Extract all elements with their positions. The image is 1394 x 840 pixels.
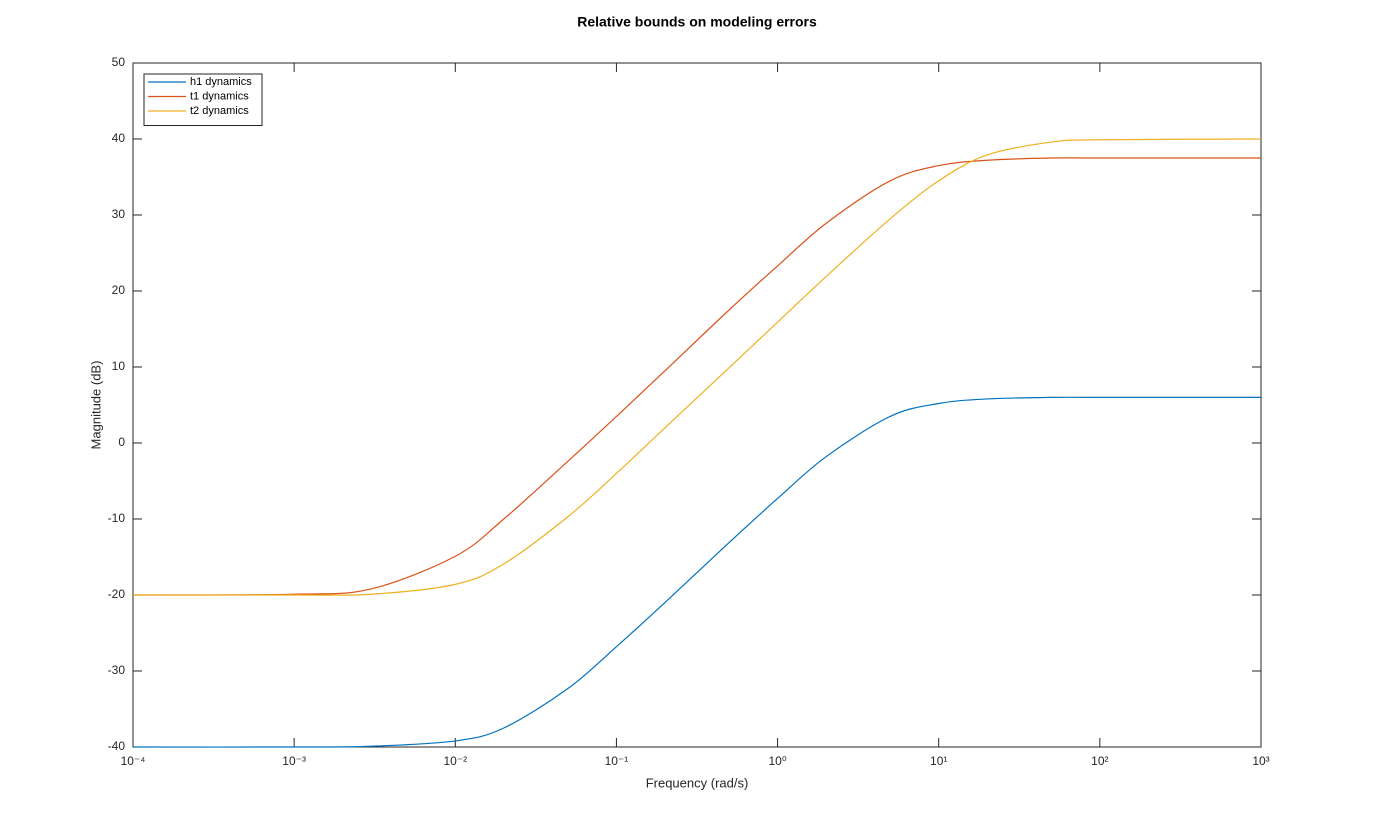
series-line	[132, 157, 1261, 596]
x-axis-label: Frequency (rad/s)	[646, 775, 749, 790]
y-axis-label: Magnitude (dB)	[88, 361, 103, 450]
legend: h1 dynamics t1 dynamics t2 dynamics	[143, 73, 263, 126]
x-tick-label: 10⁻⁴	[121, 754, 146, 768]
plot-area	[132, 62, 1262, 748]
y-tick-label: 0	[118, 435, 125, 449]
x-tick-label: 10¹	[930, 754, 947, 768]
x-tick-label: 10³	[1252, 754, 1269, 768]
y-tick-label: 50	[112, 55, 126, 69]
x-tick-label: 10⁻²	[443, 754, 467, 768]
y-tick-label: -20	[108, 587, 126, 601]
legend-label: h1 dynamics	[190, 76, 252, 88]
legend-label: t2 dynamics	[190, 105, 249, 117]
y-tick-label: 30	[112, 207, 126, 221]
series-line	[132, 396, 1261, 748]
x-tick-label: 10⁻³	[282, 754, 306, 768]
x-tick-label: 10⁰	[768, 754, 786, 768]
x-tick-label: 10²	[1091, 754, 1108, 768]
y-tick-label: -30	[108, 663, 126, 677]
y-tick-label: -40	[108, 739, 126, 753]
legend-label: t1 dynamics	[190, 90, 249, 102]
y-tick-label: 40	[112, 131, 126, 145]
chart-title: Relative bounds on modeling errors	[577, 14, 817, 30]
x-tick-label: 10⁻¹	[605, 754, 629, 768]
y-tick-label: 10	[112, 359, 126, 373]
series-line	[132, 138, 1262, 596]
y-tick-label: 20	[112, 283, 126, 297]
y-tick-label: -10	[108, 511, 126, 525]
